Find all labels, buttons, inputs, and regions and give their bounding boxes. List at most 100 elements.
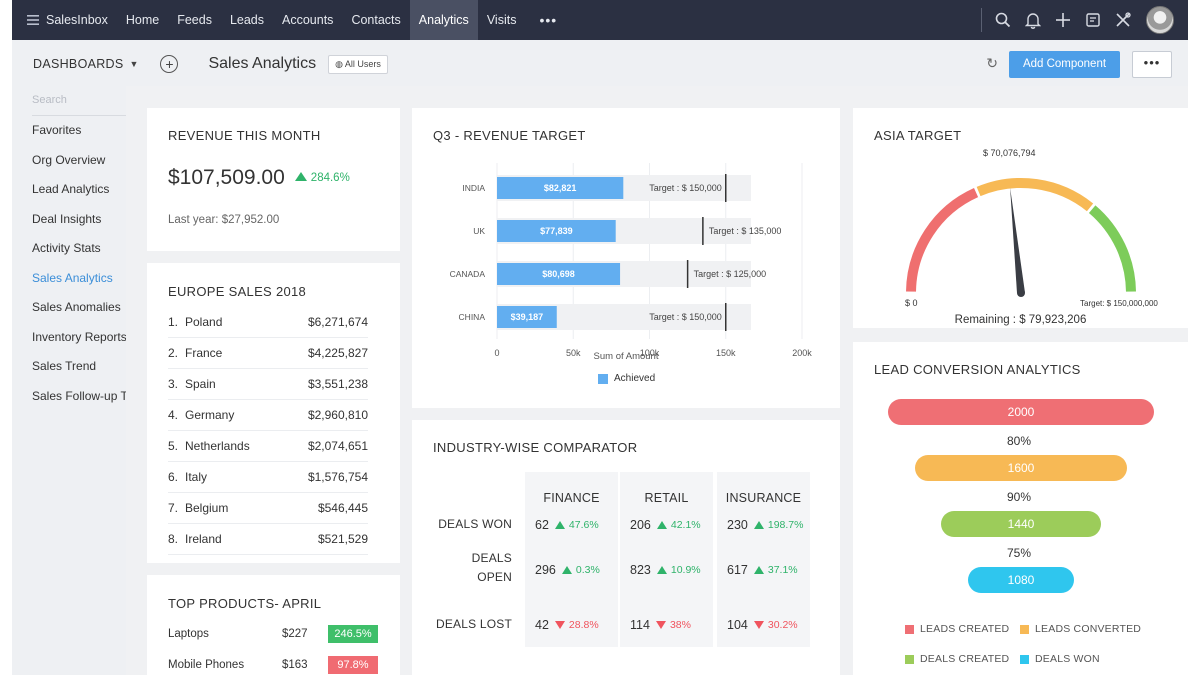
revenue-value: $107,509.00 <box>168 166 285 189</box>
industry-cell: 230 198.7% <box>727 516 803 534</box>
sidebar-item-sales-follow-up-trends[interactable]: Sales Follow-up Trends <box>32 388 126 403</box>
nav-analytics[interactable]: Analytics <box>409 0 478 40</box>
plus-icon[interactable] <box>1048 0 1078 40</box>
revenue-change: 284.6% <box>294 172 350 184</box>
cell-value: 104 <box>727 618 748 632</box>
add-component-button[interactable]: Add Component <box>1009 51 1120 78</box>
row-rank: 5. <box>168 439 179 453</box>
funnel-stage-bar[interactable]: 1080 <box>968 567 1074 593</box>
achieved-bar[interactable] <box>497 263 621 285</box>
sidebar-item-sales-analytics[interactable]: Sales Analytics <box>32 270 113 285</box>
legend-swatch <box>905 624 914 634</box>
legend-label-achieved: Achieved <box>614 373 656 384</box>
row-rank: 7. <box>168 501 179 515</box>
q3-bar-chart: 0 50k 100k 150k 200k INDIA $82,821 Target : $ 1… <box>450 163 812 358</box>
add-dashboard-icon[interactable]: + <box>160 55 179 73</box>
nav-accounts[interactable]: Accounts <box>282 13 334 27</box>
gauge-band <box>1088 205 1136 292</box>
nav-home[interactable]: Home <box>125 13 160 27</box>
dashboards-dropdown[interactable]: DASHBOARDS <box>33 57 124 71</box>
chevron-down-icon[interactable]: ▼ <box>129 59 139 69</box>
row-amount: $4,225,827 <box>307 346 368 360</box>
row-rank: 6. <box>168 470 179 484</box>
sidebar-item-inventory-reports[interactable]: Inventory Reports <box>32 329 126 344</box>
search-icon[interactable] <box>988 0 1018 40</box>
achieved-bar[interactable] <box>497 220 616 242</box>
cell-change: 37.1% <box>767 564 798 576</box>
cell-change: 30.2% <box>767 619 798 631</box>
nav-leads[interactable]: Leads <box>229 13 265 27</box>
cell-value: 823 <box>630 563 651 577</box>
row-label-line: DEALS WON <box>438 517 512 531</box>
funnel-stage-bar[interactable]: 2000 <box>888 399 1154 425</box>
q3-revenue-target-card[interactable]: Q3 - REVENUE TARGET 0 50k 100k 150k 200k INDI… <box>412 108 840 408</box>
europe-sales-row: 3. Spain $3,551,238 <box>168 369 368 400</box>
row-country: Belgium <box>185 501 229 515</box>
industry-cell: 296 0.3% <box>535 561 600 579</box>
sidebar-search-input[interactable]: Search <box>32 94 126 116</box>
more-options-button[interactable]: ••• <box>1132 51 1172 78</box>
nav-brand-salesinbox[interactable]: SalesInbox <box>46 13 108 27</box>
achieved-bar[interactable] <box>497 306 557 328</box>
nav-feeds[interactable]: Feeds <box>177 13 212 27</box>
industry-cell: 104 30.2% <box>727 616 798 634</box>
cell-value: 206 <box>630 518 651 532</box>
sidebar-item-lead-analytics[interactable]: Lead Analytics <box>32 182 110 196</box>
x-tick-label: 150k <box>716 348 736 358</box>
row-amount: $521,529 <box>317 532 368 546</box>
revenue-this-month-card[interactable]: REVENUE THIS MONTH $107,509.00 284.6% La… <box>147 108 400 251</box>
gauge-max-label: Target: $ 150,000,000 <box>1080 299 1158 308</box>
refresh-icon[interactable]: ↻ <box>986 55 998 71</box>
card-title: REVENUE THIS MONTH <box>168 128 321 143</box>
row-rank: 2. <box>168 346 179 360</box>
sidebar-item-favorites[interactable]: Favorites <box>32 123 82 137</box>
trend-up-icon <box>554 521 565 529</box>
industry-column-header: FINANCE <box>543 491 600 505</box>
gauge-pivot <box>1017 289 1025 297</box>
europe-sales-card[interactable]: EUROPE SALES 2018 1. Poland $6,271,674 2. Fr… <box>147 263 400 563</box>
x-tick-label: 100k <box>640 348 660 358</box>
asia-target-card[interactable]: ASIA TARGET $ 70,076,794 $ 0 Target: $ 1… <box>853 108 1188 328</box>
sidebar-item-sales-anomalies[interactable]: Sales Anomalies <box>32 300 121 314</box>
funnel-legend-item: DEALS WON <box>1020 653 1100 665</box>
achieved-value-label: $77,839 <box>540 226 573 236</box>
tools-icon[interactable] <box>1108 0 1138 40</box>
asia-gauge <box>906 178 1136 297</box>
user-avatar[interactable] <box>1146 6 1174 34</box>
gauge-band <box>906 188 979 292</box>
lead-conversion-card[interactable]: LEAD CONVERSION ANALYTICS 2000 80% 1600 90%… <box>853 342 1188 675</box>
nav-visits[interactable]: Visits <box>486 13 517 27</box>
revenue-change-value: 284.6% <box>310 172 350 184</box>
sidebar-item-sales-trend[interactable]: Sales Trend <box>32 359 97 373</box>
funnel-legend-item: LEADS CREATED <box>905 623 1009 635</box>
nav-more-button[interactable]: ••• <box>539 12 558 28</box>
industry-cell: 42 28.8% <box>535 616 599 634</box>
funnel-stage-bar[interactable]: 1440 <box>941 511 1101 537</box>
europe-sales-row: 7. Belgium $546,445 <box>168 493 368 524</box>
target-value-label: Target : $ 150,000 <box>649 312 722 322</box>
nav-contacts[interactable]: Contacts <box>351 13 401 27</box>
industry-column-bg <box>620 472 713 647</box>
product-row: Mobile Phones $163 97.8% <box>168 653 378 675</box>
top-products-card[interactable]: TOP PRODUCTS- APRIL Laptops $227 246.5% Mob… <box>147 575 400 675</box>
all-users-filter[interactable]: ◍ All Users <box>328 54 388 74</box>
y-category-label: INDIA <box>462 183 485 193</box>
bell-icon[interactable] <box>1018 0 1048 40</box>
notes-icon[interactable] <box>1078 0 1108 40</box>
product-amount: $227 <box>282 628 308 640</box>
menu-icon[interactable] <box>22 0 44 40</box>
trend-up-icon <box>561 566 572 574</box>
industry-comparator-card[interactable]: INDUSTRY-WISE COMPARATOR FINANCE RETAIL IN… <box>412 420 840 675</box>
sidebar-item-org-overview[interactable]: Org Overview <box>32 152 106 167</box>
sidebar-item-activity-stats[interactable]: Activity Stats <box>32 241 101 255</box>
industry-column-bg <box>525 472 618 647</box>
y-category-label: CANADA <box>450 269 486 279</box>
funnel-conversion-rate: 80% <box>1006 434 1032 448</box>
legend-label: LEADS CREATED <box>920 623 1010 635</box>
trend-down-icon <box>655 621 666 629</box>
funnel-conversion-rate: 90% <box>1006 490 1032 504</box>
sidebar-item-deal-insights[interactable]: Deal Insights <box>32 211 102 226</box>
achieved-bar[interactable] <box>497 177 624 199</box>
industry-cell: 823 10.9% <box>630 561 701 579</box>
funnel-stage-bar[interactable]: 1600 <box>915 455 1127 481</box>
